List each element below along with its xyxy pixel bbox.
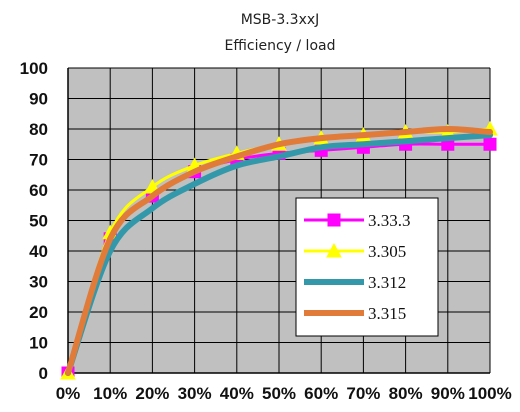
legend-item: 3.315	[304, 304, 406, 323]
y-tick-label: 90	[29, 90, 48, 109]
legend-item: 3.305	[304, 242, 406, 261]
axes	[67, 68, 490, 374]
y-tick-label: 0	[39, 364, 48, 383]
y-tick-label: 40	[29, 242, 48, 261]
x-tick-label: 50%	[262, 384, 296, 403]
y-tick-label: 50	[29, 212, 48, 231]
x-tick-label: 40%	[220, 384, 254, 403]
legend-item: 3.312	[304, 273, 406, 292]
x-tick-label: 80%	[389, 384, 423, 403]
x-tick-label: 90%	[431, 384, 465, 403]
series-3.312	[65, 132, 493, 376]
x-tick-label: 0%	[56, 384, 81, 403]
x-tick-labels: 0% 10% 20% 30% 40% 50% 60% 70% 80% 90% 100%	[56, 384, 512, 403]
y-tick-label: 80	[29, 120, 48, 139]
data-point	[483, 137, 497, 151]
legend-label: 3.33.3	[368, 211, 411, 230]
y-tick-label: 100	[20, 59, 48, 78]
x-tick-label: 10%	[93, 384, 127, 403]
series-lines	[60, 120, 498, 380]
legend-label: 3.305	[368, 242, 406, 261]
x-tick-label: 20%	[135, 384, 169, 403]
legend-marker	[326, 242, 342, 258]
series-line	[65, 125, 493, 376]
legend: 3.33.3 3.305 3.312 3.315	[295, 197, 439, 337]
x-tick-label: 60%	[304, 384, 338, 403]
legend-marker	[327, 213, 341, 227]
series-line	[65, 132, 493, 376]
x-tick-label: 100%	[468, 384, 511, 403]
y-tick-labels: 0 10 20 30 40 50 60 70 80 90 100	[20, 59, 48, 383]
series-3.315	[65, 125, 493, 376]
chart-subtitle: Efficiency / load	[224, 38, 336, 54]
y-tick-label: 70	[29, 151, 48, 170]
x-tick-label: 70%	[346, 384, 380, 403]
y-tick-label: 10	[29, 334, 48, 353]
legend-label: 3.312	[368, 273, 406, 292]
y-tick-label: 30	[29, 273, 48, 292]
x-tick-label: 30%	[178, 384, 212, 403]
legend-label: 3.315	[368, 304, 406, 323]
y-tick-label: 60	[29, 181, 48, 200]
chart-title: MSB-3.3xxJ	[240, 12, 320, 28]
legend-item: 3.33.3	[304, 211, 411, 230]
y-tick-label: 20	[29, 303, 48, 322]
